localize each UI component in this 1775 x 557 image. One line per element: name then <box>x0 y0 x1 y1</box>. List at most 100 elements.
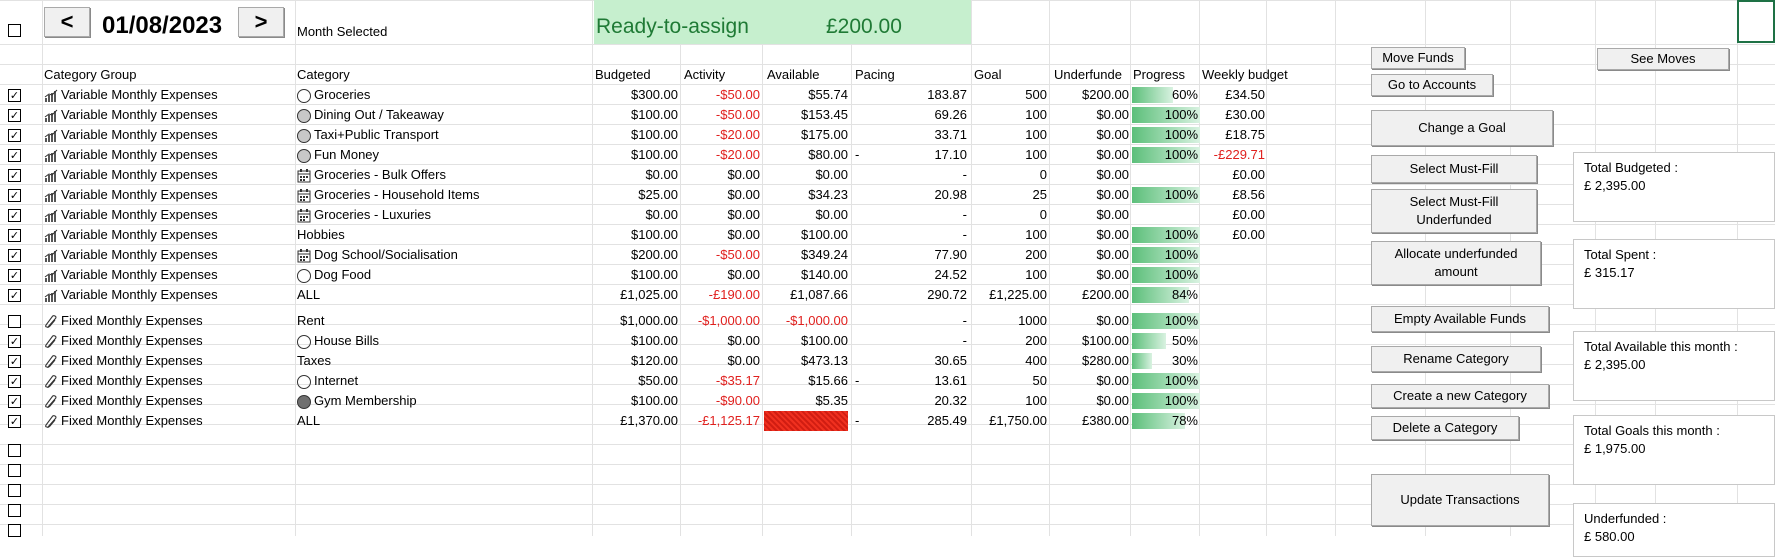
row-checkbox[interactable]: ✓ <box>8 415 21 428</box>
cell-underfunded[interactable]: $0.00 <box>1096 147 1129 162</box>
cell-activity[interactable]: $0.00 <box>727 267 760 282</box>
change-goal-button[interactable]: Change a Goal <box>1371 110 1553 146</box>
cell-goal[interactable]: 100 <box>1025 227 1047 242</box>
row-checkbox[interactable]: ✓ <box>8 355 21 368</box>
cell-goal[interactable]: £1,225.00 <box>989 287 1047 302</box>
row-checkbox[interactable]: ✓ <box>8 229 21 242</box>
cell-category-group[interactable]: Variable Monthly Expenses <box>44 185 292 205</box>
cell-category[interactable]: Gym Membership <box>297 391 589 411</box>
cell-category[interactable]: Dog School/Socialisation <box>297 245 589 265</box>
cell-goal[interactable]: 1000 <box>1018 313 1047 328</box>
cell-pacing[interactable]: 20.98 <box>934 187 967 202</box>
cell-weekly-budget[interactable] <box>1201 265 1265 285</box>
cell-weekly-budget[interactable]: £0.00 <box>1232 227 1265 242</box>
cell-pacing[interactable]: 30.65 <box>934 353 967 368</box>
cell-budgeted[interactable]: $100.00 <box>631 147 678 162</box>
empty-row-checkbox[interactable] <box>8 484 21 497</box>
cell-goal[interactable]: £1,750.00 <box>989 413 1047 428</box>
cell-activity[interactable]: $0.00 <box>727 167 760 182</box>
cell-activity[interactable]: -$35.17 <box>715 373 760 388</box>
cell-category-group[interactable]: Variable Monthly Expenses <box>44 165 292 185</box>
cell-available[interactable]: $100.00 <box>801 227 848 242</box>
cell-underfunded[interactable]: $0.00 <box>1096 267 1129 282</box>
cell-pacing[interactable]: 13.61 <box>934 373 967 388</box>
cell-underfunded[interactable]: $0.00 <box>1096 167 1129 182</box>
cell-underfunded[interactable]: $0.00 <box>1096 227 1129 242</box>
cell-activity[interactable]: $0.00 <box>727 227 760 242</box>
cell-category-group[interactable]: Fixed Monthly Expenses <box>44 331 292 351</box>
cell-budgeted[interactable]: £1,025.00 <box>620 287 678 302</box>
cell-available[interactable] <box>764 411 848 431</box>
cell-category[interactable]: Groceries - Bulk Offers <box>297 165 589 185</box>
cell-category[interactable]: Fun Money <box>297 145 589 165</box>
cell-weekly-budget[interactable] <box>1201 411 1265 431</box>
cell-pacing[interactable]: 69.26 <box>934 107 967 122</box>
row-checkbox[interactable]: ✓ <box>8 129 21 142</box>
cell-underfunded[interactable]: $0.00 <box>1096 107 1129 122</box>
cell-weekly-budget[interactable] <box>1201 351 1265 371</box>
cell-budgeted[interactable]: $100.00 <box>631 393 678 408</box>
cell-underfunded[interactable]: £380.00 <box>1082 413 1129 428</box>
cell-activity[interactable]: $0.00 <box>727 187 760 202</box>
row-checkbox[interactable]: ✓ <box>8 249 21 262</box>
cell-weekly-budget[interactable] <box>1201 331 1265 351</box>
select-must-fill-button[interactable]: Select Must-Fill <box>1371 155 1537 183</box>
cell-activity[interactable]: $0.00 <box>727 207 760 222</box>
cell-pacing[interactable]: 183.87 <box>927 87 967 102</box>
cell-budgeted[interactable]: $0.00 <box>645 167 678 182</box>
cell-underfunded[interactable]: $200.00 <box>1082 87 1129 102</box>
cell-goal[interactable]: 0 <box>1039 207 1047 222</box>
cell-weekly-budget[interactable]: £34.50 <box>1225 87 1265 102</box>
delete-category-button[interactable]: Delete a Category <box>1371 416 1519 440</box>
cell-activity[interactable]: -$50.00 <box>715 107 760 122</box>
cell-budgeted[interactable]: $50.00 <box>638 373 678 388</box>
cell-underfunded[interactable]: $0.00 <box>1096 207 1129 222</box>
cell-available[interactable]: £1,087.66 <box>790 287 848 302</box>
cell-budgeted[interactable]: $200.00 <box>631 247 678 262</box>
cell-goal[interactable]: 50 <box>1032 373 1047 388</box>
cell-weekly-budget[interactable] <box>1201 391 1265 411</box>
cell-pacing[interactable]: 24.52 <box>934 267 967 282</box>
cell-goal[interactable]: 200 <box>1025 247 1047 262</box>
cell-pacing[interactable]: 20.32 <box>934 393 967 408</box>
cell-category-group[interactable]: Fixed Monthly Expenses <box>44 351 292 371</box>
cell-category[interactable]: Taxes <box>297 351 589 371</box>
cell-activity[interactable]: -£1,125.17 <box>697 413 760 428</box>
selected-cell[interactable] <box>1737 0 1775 43</box>
cell-underfunded[interactable]: £200.00 <box>1082 287 1129 302</box>
move-funds-button[interactable]: Move Funds <box>1371 47 1465 69</box>
see-moves-button[interactable]: See Moves <box>1597 48 1729 70</box>
cell-available[interactable]: $473.13 <box>801 353 848 368</box>
cell-available[interactable]: $0.00 <box>815 167 848 182</box>
cell-weekly-budget[interactable]: -£229.71 <box>1213 147 1265 162</box>
row-checkbox[interactable]: ✓ <box>8 269 21 282</box>
header-checkbox[interactable] <box>8 24 21 37</box>
cell-budgeted[interactable]: $100.00 <box>631 227 678 242</box>
cell-goal[interactable]: 400 <box>1025 353 1047 368</box>
cell-goal[interactable]: 100 <box>1025 127 1047 142</box>
allocate-underfunded-button[interactable]: Allocate underfunded amount <box>1371 241 1541 285</box>
cell-category-group[interactable]: Variable Monthly Expenses <box>44 125 292 145</box>
cell-activity[interactable]: -$50.00 <box>715 247 760 262</box>
cell-available[interactable]: -$1,000.00 <box>785 313 848 328</box>
cell-pacing[interactable]: 17.10 <box>934 147 967 162</box>
row-checkbox[interactable]: ✓ <box>8 375 21 388</box>
cell-category-group[interactable]: Variable Monthly Expenses <box>44 265 292 285</box>
cell-available[interactable]: $100.00 <box>801 333 848 348</box>
cell-category-group[interactable]: Variable Monthly Expenses <box>44 205 292 225</box>
empty-row-checkbox[interactable] <box>8 524 21 537</box>
cell-category-group[interactable]: Variable Monthly Expenses <box>44 105 292 125</box>
cell-available[interactable]: $5.35 <box>815 393 848 408</box>
cell-category[interactable]: Groceries <box>297 85 589 105</box>
cell-budgeted[interactable]: $0.00 <box>645 207 678 222</box>
cell-underfunded[interactable]: $0.00 <box>1096 313 1129 328</box>
cell-weekly-budget[interactable]: £30.00 <box>1225 107 1265 122</box>
cell-weekly-budget[interactable] <box>1201 245 1265 265</box>
row-checkbox[interactable]: ✓ <box>8 149 21 162</box>
cell-available[interactable]: $349.24 <box>801 247 848 262</box>
cell-category[interactable]: ALL <box>297 285 589 305</box>
select-must-fill-underfunded-button[interactable]: Select Must-Fill Underfunded <box>1371 189 1537 233</box>
cell-category-group[interactable]: Variable Monthly Expenses <box>44 285 292 305</box>
empty-available-funds-button[interactable]: Empty Available Funds <box>1371 306 1549 332</box>
cell-underfunded[interactable]: $0.00 <box>1096 393 1129 408</box>
